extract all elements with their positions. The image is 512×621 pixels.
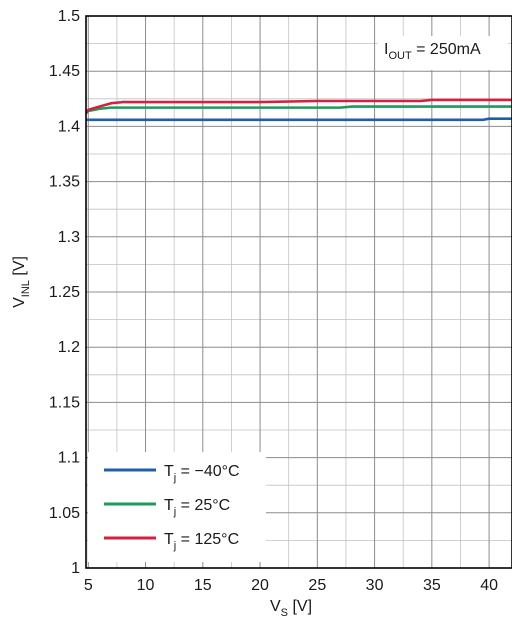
y-tick-labels: 1 1.05 1.1 1.15 1.2 1.25 1.3 1.35 1.4 1.45 1.5 [49,8,80,577]
x-axis-label: VS [V] [270,598,312,619]
legend-label: Tj = 25°C [164,497,230,518]
x-tick-label: 40 [480,577,498,594]
y-tick-label: 1.2 [58,339,80,356]
y-tick-label: 1.1 [58,450,80,467]
series-line [86,117,512,122]
series-line [85,105,512,115]
y-axis-label: VINL [V] [11,256,32,308]
legend-entry: Tj = −40°C [104,463,240,484]
plot-frame [85,15,512,569]
x-tick-label: 5 [84,577,93,594]
x-tick-label: 20 [251,577,269,594]
series-line [84,98,512,114]
y-tick-label: 1.15 [49,394,80,411]
legend: Tj = −40°C Tj = 25°C Tj = 125°C [88,452,266,562]
x-tick-label: 25 [308,577,326,594]
legend-label: Tj = −40°C [164,463,240,484]
y-tick-label: 1 [71,560,80,577]
x-tick-label: 35 [423,577,441,594]
series-lines [84,98,512,122]
x-tick-labels: 5 10 15 20 25 30 35 40 [84,577,498,594]
x-tick-label: 15 [194,577,212,594]
x-tick-label: 30 [366,577,384,594]
svg-text:IOUT = 250mA: IOUT = 250mA [384,41,481,62]
y-tick-label: 1.5 [58,8,80,25]
y-tick-label: 1.3 [58,229,80,246]
y-tick-label: 1.35 [49,174,80,191]
x-tick-label: 10 [137,577,155,594]
y-tick-label: 1.05 [49,505,80,522]
y-tick-label: 1.45 [49,63,80,80]
y-tick-label: 1.25 [49,284,80,301]
legend-entry: Tj = 25°C [104,497,230,518]
annotation-iout: IOUT = 250mA [378,36,508,70]
legend-label: Tj = 125°C [164,531,239,552]
y-tick-label: 1.4 [58,118,80,135]
legend-entry: Tj = 125°C [104,531,239,552]
